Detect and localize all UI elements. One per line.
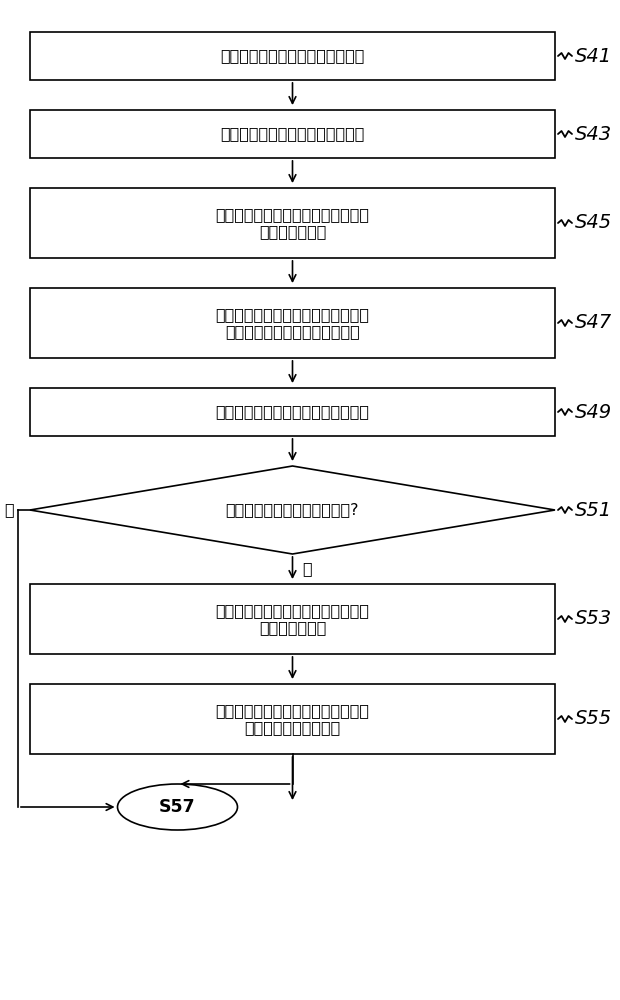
Text: 读出多个侦测点的多个出厂基线值: 读出多个侦测点的多个出厂基线值	[220, 48, 365, 64]
Text: 是: 是	[303, 562, 312, 576]
Text: S57: S57	[159, 798, 196, 816]
FancyBboxPatch shape	[30, 684, 555, 754]
Text: 侦测多个侦测点以得到多个侦测点的
多个第一量测值: 侦测多个侦测点以得到多个侦测点的 多个第一量测值	[216, 207, 370, 239]
Text: S45: S45	[575, 214, 612, 232]
Text: S49: S49	[575, 402, 612, 422]
Text: S55: S55	[575, 710, 612, 728]
Text: 第一变化量是否小于第一阈值?: 第一变化量是否小于第一阈值?	[226, 502, 359, 518]
Text: 计算多个第一差异值的一第一变化量: 计算多个第一差异值的一第一变化量	[216, 404, 370, 420]
FancyBboxPatch shape	[30, 388, 555, 436]
Text: S47: S47	[575, 314, 612, 332]
Text: S51: S51	[575, 500, 612, 520]
FancyBboxPatch shape	[30, 584, 555, 654]
Ellipse shape	[118, 784, 237, 830]
FancyBboxPatch shape	[30, 188, 555, 258]
Text: 读出多个侦测点的多个记录基线值: 读出多个侦测点的多个记录基线值	[220, 126, 365, 141]
FancyBboxPatch shape	[30, 32, 555, 80]
Text: S43: S43	[575, 124, 612, 143]
Text: S53: S53	[575, 609, 612, 629]
Text: 计算多个第一量测值与对应的多个出
厂基线值之间的多个第一差异值: 计算多个第一量测值与对应的多个出 厂基线值之间的多个第一差异值	[216, 307, 370, 339]
Text: 基于多个判断基线值进行多个侦测点
的位置信息的感测过程: 基于多个判断基线值进行多个侦测点 的位置信息的感测过程	[216, 703, 370, 735]
Text: 以多个第一量测值作为多个侦测点的
多个判断基线值: 以多个第一量测值作为多个侦测点的 多个判断基线值	[216, 603, 370, 635]
FancyBboxPatch shape	[30, 288, 555, 358]
FancyBboxPatch shape	[30, 110, 555, 158]
Text: 否: 否	[4, 502, 14, 518]
Text: S41: S41	[575, 46, 612, 66]
Polygon shape	[30, 466, 555, 554]
